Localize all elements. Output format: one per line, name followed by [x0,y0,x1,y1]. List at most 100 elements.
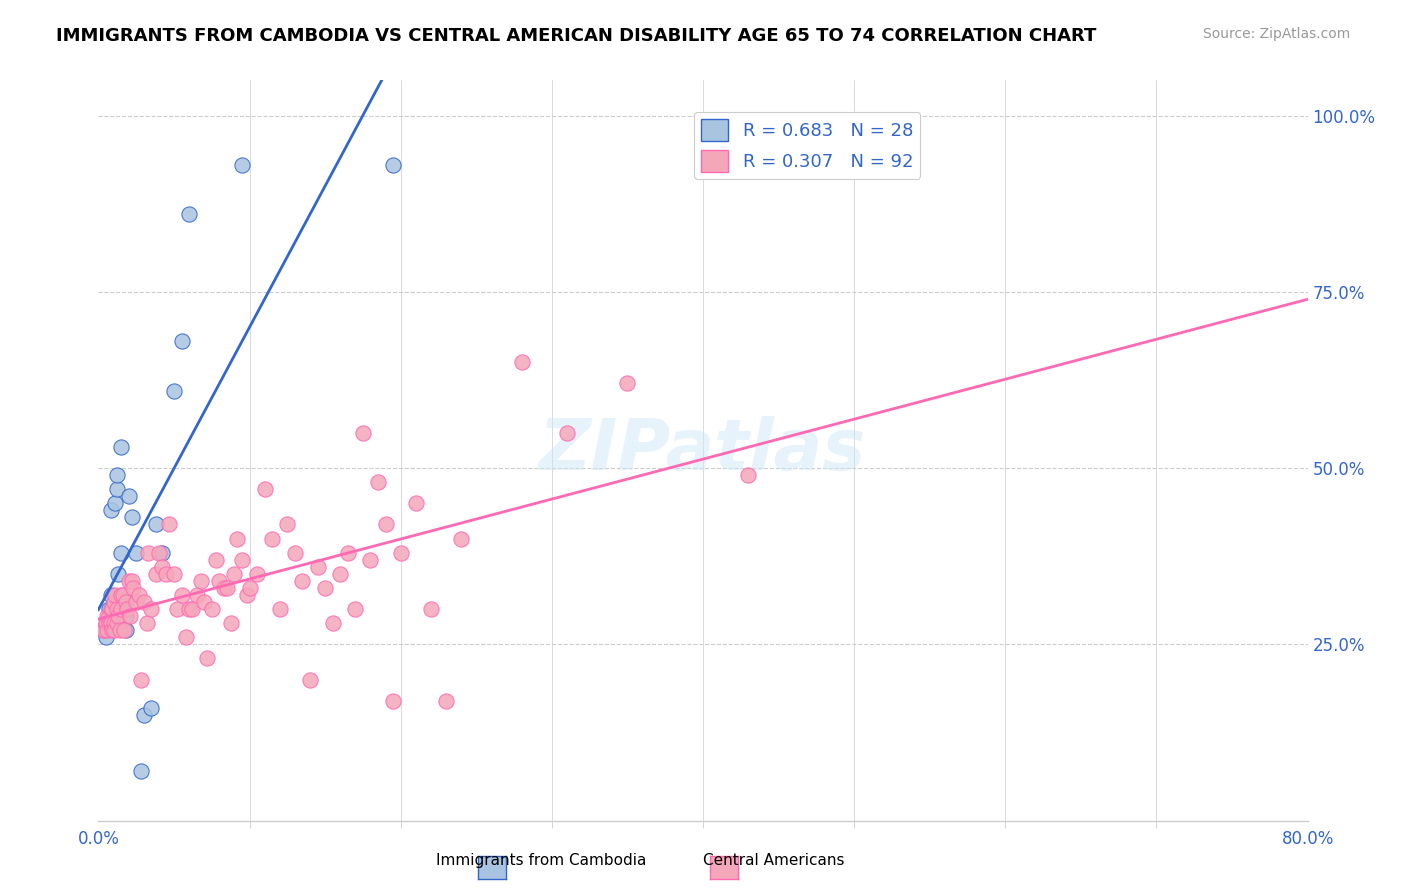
Point [163,566,186,581]
Point [344,602,367,616]
Point [96,624,118,638]
Point [737,468,759,483]
Point [91,624,114,638]
Point [253,482,276,496]
Point [382,694,405,708]
Point [100,602,122,616]
Point [174,630,197,644]
Point [246,566,269,581]
Point [299,673,322,687]
Point [100,588,122,602]
Point [269,602,291,616]
Point [616,376,638,391]
Point [434,694,457,708]
Text: ZIPatlas: ZIPatlas [540,416,866,485]
Point [100,616,122,631]
Point [100,503,122,517]
Point [166,602,188,616]
Point [231,158,253,172]
Point [110,440,132,454]
Point [389,546,412,560]
Point [170,334,193,348]
Point [118,489,141,503]
Point [212,581,235,595]
Point [110,602,132,616]
Point [360,553,382,567]
Point [104,588,127,602]
Point [105,616,128,631]
Point [262,532,284,546]
Point [103,616,125,631]
Point [104,496,127,510]
Point [94,630,117,644]
Text: Immigrants from Cambodia: Immigrants from Cambodia [436,854,647,868]
Point [105,482,128,496]
Point [314,581,336,595]
Point [96,609,118,624]
Point [179,602,201,616]
Point [112,602,135,616]
Point [114,609,136,624]
Point [129,673,152,687]
Point [195,651,218,665]
Point [276,517,298,532]
Point [103,616,125,631]
Point [420,602,443,616]
Point [215,581,238,595]
Point [132,595,155,609]
Point [186,588,208,602]
Point [329,566,352,581]
Legend: R = 0.683   N = 28, R = 0.307   N = 92: R = 0.683 N = 28, R = 0.307 N = 92 [695,112,921,179]
Point [374,517,396,532]
Point [150,559,173,574]
Point [150,546,173,560]
Point [284,546,307,560]
Point [205,553,228,567]
Point [155,566,177,581]
Point [201,602,224,616]
Point [307,559,329,574]
Point [107,609,129,624]
Point [121,510,143,524]
Point [382,158,405,172]
Point [239,581,262,595]
Point [111,588,134,602]
Point [145,566,167,581]
Point [322,616,344,631]
Point [122,581,145,595]
Point [114,624,136,638]
Point [93,624,115,638]
Point [352,425,374,440]
Point [179,207,201,221]
Point [103,595,125,609]
Point [221,616,243,631]
Point [118,574,141,588]
Point [128,588,150,602]
Point [148,546,170,560]
Point [105,468,128,483]
Point [141,602,163,616]
Text: Source: ZipAtlas.com: Source: ZipAtlas.com [1202,27,1350,41]
Point [367,475,389,490]
Point [163,384,186,398]
Point [101,602,124,616]
Point [555,425,578,440]
Point [159,517,181,532]
Point [336,546,359,560]
Point [145,517,167,532]
Point [510,355,533,369]
Point [94,624,117,638]
Point [98,609,121,624]
Point [114,595,136,609]
Point [190,574,212,588]
Point [193,595,215,609]
Point [108,624,131,638]
Point [235,588,257,602]
Point [105,602,128,616]
Point [141,701,163,715]
Point [132,707,155,722]
Point [98,616,121,631]
Point [94,616,117,631]
Point [98,602,121,616]
Point [110,588,132,602]
